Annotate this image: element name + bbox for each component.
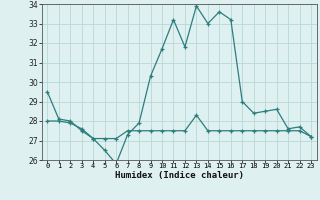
X-axis label: Humidex (Indice chaleur): Humidex (Indice chaleur) <box>115 171 244 180</box>
